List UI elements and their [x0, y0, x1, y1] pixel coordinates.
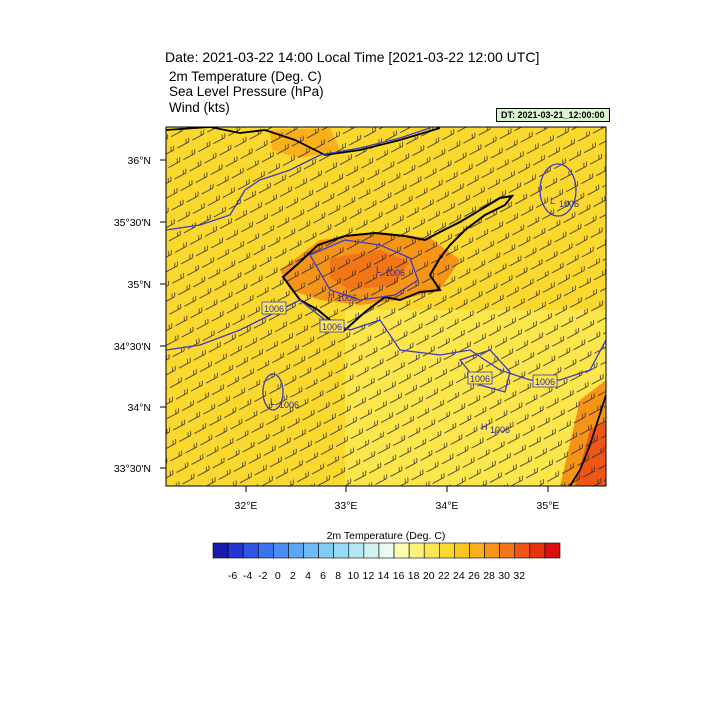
colorbar-tick-label: 22 — [438, 570, 450, 582]
pressure-centers: L 1006 L 1006 H 1006 L 1006 H 1006 — [270, 196, 579, 435]
levant-coastline — [569, 394, 606, 486]
lon-label: 35°E — [537, 500, 560, 512]
pressure-center-value: 1006 — [490, 425, 510, 435]
axis-ticks — [160, 159, 549, 492]
isobar-label: 1006 — [470, 374, 490, 384]
pressure-center-type: L — [270, 397, 275, 407]
colorbar-swatch — [273, 542, 289, 559]
colorbar-swatch — [544, 542, 561, 559]
colorbar-swatch — [257, 542, 274, 559]
map-frame — [165, 126, 607, 487]
colorbar-swatch — [303, 542, 319, 559]
colorbar-tick-label: 32 — [513, 570, 525, 582]
date-title: Date: 2021-03-22 14:00 Local Time [2021-… — [165, 49, 540, 65]
colorbar-swatch — [469, 542, 485, 559]
colorbar-tick-label: -2 — [258, 570, 267, 582]
pressure-center-type: L — [550, 196, 555, 206]
isobar-label: 1006 — [264, 304, 284, 314]
lat-label: 36°N — [128, 155, 151, 167]
colorbar-swatch — [212, 542, 229, 559]
pressure-center-type: H — [481, 422, 488, 432]
colorbar-tick-label: 10 — [347, 570, 359, 582]
lon-label: 32°E — [235, 500, 258, 512]
colorbar-swatch — [484, 542, 500, 559]
colorbar-swatch — [333, 542, 350, 559]
lon-label: 34°E — [436, 500, 459, 512]
colorbar-ticks: -6 -4 -2 0 2 4 6 8 10 12 14 16 18 20 22 24 26 28 30 32 — [228, 570, 525, 582]
lat-label: 34°30'N — [114, 341, 151, 353]
field-wind-label: Wind (kts) — [169, 100, 230, 115]
colorbar-swatch — [454, 542, 470, 559]
turkey-coastline — [166, 127, 441, 156]
pressure-center-value: 1006 — [559, 199, 579, 209]
colorbar-swatch — [227, 542, 244, 559]
colorbar-swatch — [393, 542, 410, 559]
colorbar-tick-label: -6 — [228, 570, 237, 582]
colorbar-swatch — [529, 542, 546, 559]
colorbar-swatch — [408, 542, 425, 559]
colorbar-swatch — [499, 542, 516, 559]
colorbar-swatch — [439, 542, 455, 559]
colorbar-swatch — [288, 542, 304, 559]
colorbar-tick-label: 12 — [363, 570, 375, 582]
lat-label: 35°30'N — [114, 217, 151, 229]
colorbar-tick-label: -4 — [243, 570, 252, 582]
colorbar-swatch — [363, 542, 380, 559]
lat-label: 34°N — [128, 402, 151, 414]
colorbar-tick-label: 20 — [423, 570, 435, 582]
colorbar-tick-label: 18 — [408, 570, 420, 582]
map-panel[interactable] — [166, 127, 606, 486]
wind-barbs — [166, 127, 606, 486]
colorbar-tick-label: 16 — [393, 570, 405, 582]
pressure-center-value: 1006 — [385, 268, 405, 278]
colorbar-swatch — [318, 542, 334, 559]
pressure-center-value: 1006 — [337, 293, 357, 303]
colorbar — [212, 542, 561, 559]
lat-label: 35°N — [128, 279, 151, 291]
isobar-label: 1006 — [322, 322, 342, 332]
colorbar-swatch — [378, 542, 395, 559]
colorbar-swatch — [423, 542, 440, 559]
field-temperature-label: 2m Temperature (Deg. C) — [169, 69, 322, 84]
pressure-center-value: 1006 — [279, 400, 299, 410]
colorbar-tick-label: 24 — [453, 570, 465, 582]
colorbar-swatch — [242, 542, 259, 559]
colorbar-tick-label: 8 — [335, 570, 341, 582]
isobar-label-group: 1006 1006 1006 1006 — [261, 301, 558, 388]
colorbar-tick-label: 14 — [378, 570, 390, 582]
lat-label: 33°30'N — [114, 463, 151, 475]
isobar-label: 1006 — [535, 377, 555, 387]
colorbar-tick-label: 28 — [483, 570, 495, 582]
lon-label: 33°E — [335, 500, 358, 512]
pressure-center-type: H — [328, 290, 335, 300]
colorbar-tick-label: 6 — [320, 570, 326, 582]
dt-badge: DT: 2021-03-21_12:00:00 — [496, 108, 610, 122]
cyprus-coastline — [281, 194, 515, 332]
pressure-center-type: L — [376, 265, 381, 275]
colorbar-swatch — [348, 542, 365, 559]
colorbar-swatch — [514, 542, 531, 559]
colorbar-tick-label: 30 — [498, 570, 510, 582]
colorbar-tick-label: 2 — [290, 570, 296, 582]
colorbar-tick-label: 26 — [468, 570, 480, 582]
field-pressure-label: Sea Level Pressure (hPa) — [169, 84, 324, 99]
colorbar-tick-label: 0 — [275, 570, 281, 582]
colorbar-title: 2m Temperature (Deg. C) — [327, 530, 446, 542]
colorbar-tick-label: 4 — [305, 570, 311, 582]
